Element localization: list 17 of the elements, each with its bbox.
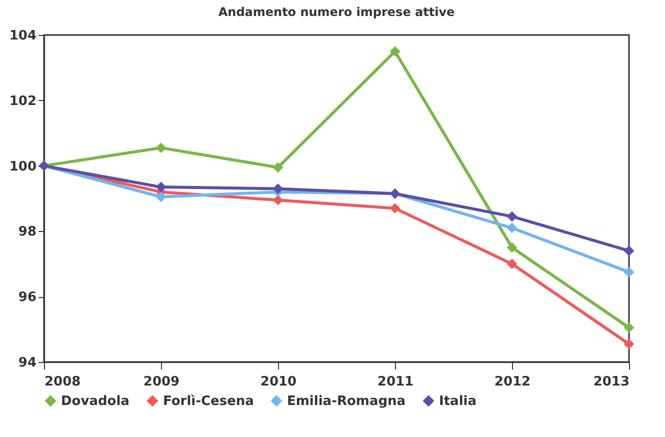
x-tick-label: 2008 [44,374,81,390]
y-tick-label: 94 [18,356,36,370]
x-tick-label: 2010 [260,374,297,390]
x-tick-label: 2011 [377,374,414,390]
y-tick-label: 102 [9,94,36,109]
chart-title: Andamento numero imprese attive [218,5,455,19]
legend-label: Dovadola [61,394,130,409]
y-tick-label: 104 [9,28,36,44]
y-tick-label: 100 [9,159,36,174]
y-tick-label: 96 [18,290,36,306]
x-tick-label: 2013 [593,374,630,390]
legend-label: Emilia-Romagna [287,394,406,409]
x-tick-label: 2009 [143,374,180,390]
y-tick-label: 98 [18,224,36,240]
x-tick-label: 2012 [494,374,531,390]
legend-label: Italia [439,394,477,409]
legend-label: Forlì-Cesena [163,394,254,409]
